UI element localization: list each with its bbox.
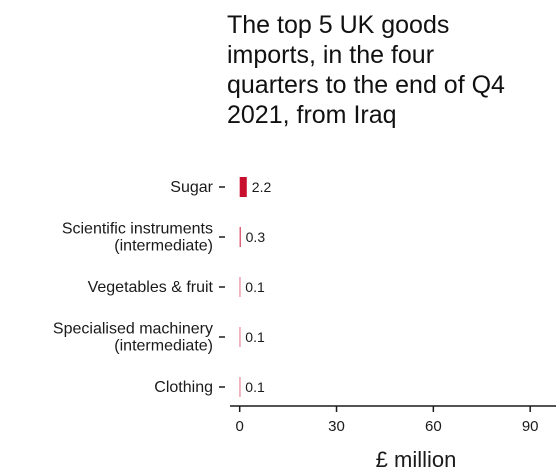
- bar: [239, 377, 241, 397]
- category-label: Vegetables & fruit: [88, 279, 214, 296]
- value-label: 0.1: [245, 279, 265, 295]
- value-label: 0.1: [245, 329, 265, 345]
- category-label: Clothing: [154, 379, 213, 396]
- category-label: (intermediate): [114, 238, 213, 255]
- value-label: 2.2: [252, 179, 272, 195]
- chart-title-line: imports, in the four: [227, 41, 435, 69]
- bar: [239, 227, 241, 247]
- category-label: Specialised machinery: [53, 321, 213, 338]
- x-tick-label: 0: [236, 418, 244, 435]
- x-tick-label: 90: [522, 418, 539, 435]
- bar: [239, 327, 241, 347]
- category-label: Sugar: [170, 179, 213, 196]
- category-label: (intermediate): [114, 338, 213, 355]
- chart-title-line: 2021, from Iraq: [227, 101, 397, 129]
- bar: [239, 177, 247, 197]
- value-label: 0.1: [245, 379, 265, 395]
- value-label: 0.3: [246, 229, 266, 245]
- chart-title-line: The top 5 UK goods: [227, 11, 450, 39]
- x-tick-label: 30: [328, 418, 345, 435]
- category-label: Scientific instruments: [62, 221, 213, 238]
- x-axis-title: £ million: [376, 447, 457, 472]
- x-tick-label: 60: [425, 418, 442, 435]
- bar: [239, 277, 241, 297]
- chart-title: The top 5 UK goods imports, in the four …: [227, 10, 552, 130]
- chart-title-line: quarters to the end of Q4: [227, 71, 505, 99]
